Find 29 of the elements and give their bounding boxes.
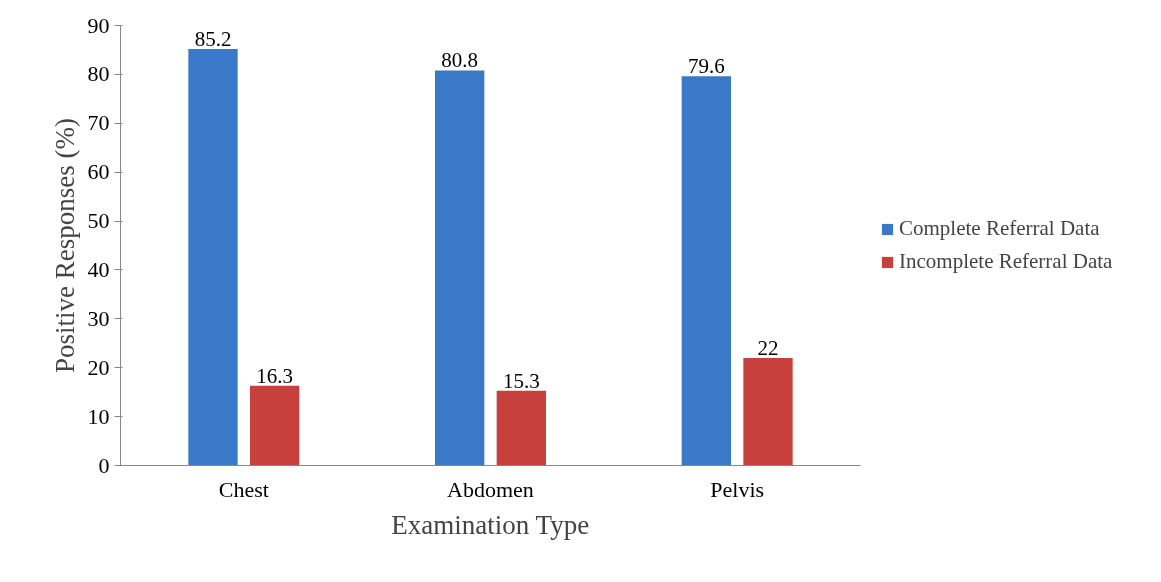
- data-label: 80.8: [441, 48, 479, 73]
- y-tick-label: 30: [87, 305, 110, 331]
- legend-label: Complete Referral Data: [899, 216, 1100, 241]
- bar: [250, 385, 300, 466]
- data-label: 22: [757, 335, 779, 360]
- y-tick-label: 60: [87, 159, 110, 185]
- y-tick-label: 40: [87, 256, 110, 282]
- x-tick-label: Pelvis: [710, 476, 765, 502]
- data-label: 16.3: [256, 363, 294, 388]
- bar: [743, 357, 793, 466]
- x-tick-label: Abdomen: [447, 476, 534, 502]
- bar: [188, 48, 238, 466]
- y-tick-label: 90: [87, 12, 110, 38]
- data-label: 85.2: [194, 26, 232, 51]
- data-label: 15.3: [502, 368, 540, 393]
- bar: [435, 70, 485, 466]
- y-tick-label: 10: [87, 403, 110, 429]
- y-axis-title: Positive Responses (%): [49, 118, 80, 373]
- data-label: 79.6: [687, 54, 725, 79]
- x-tick-label: Chest: [218, 476, 269, 502]
- y-tick-label: 80: [87, 61, 110, 87]
- y-tick-label: 70: [87, 110, 110, 136]
- y-tick-label: 50: [87, 208, 110, 234]
- x-axis-title: Examination Type: [391, 509, 590, 540]
- y-tick-label: 20: [87, 354, 110, 380]
- bar: [496, 390, 546, 466]
- legend-label: Incomplete Referral Data: [899, 249, 1113, 274]
- y-tick-label: 0: [98, 452, 110, 478]
- bar: [681, 76, 731, 466]
